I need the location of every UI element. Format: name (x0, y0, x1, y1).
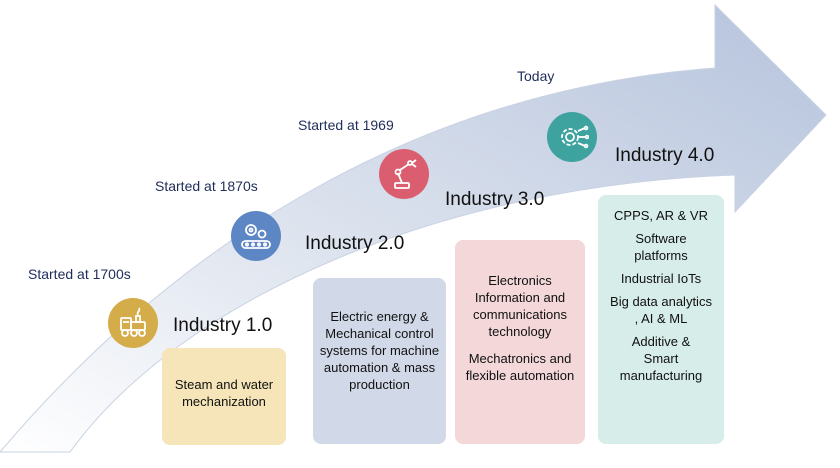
conveyor-gears-icon (241, 224, 271, 249)
stage-2-item: Electric energy & Mechanical control sys… (319, 309, 440, 392)
stage-box-4: CPPS, AR & VR Software platforms Industr… (598, 195, 724, 444)
stage-4-item-4: Big data analytics , AI & ML (610, 294, 712, 326)
stage-box-3: Electronics Information and communicatio… (455, 240, 585, 444)
start-label-2: Started at 1870s (155, 178, 258, 194)
steam-engine-icon (120, 307, 146, 337)
stage-4-item-5: Additive & Smart manufacturing (619, 334, 703, 383)
stage-4-item-1: CPPS, AR & VR (614, 208, 708, 223)
stage-4-item-2: Software platforms (634, 231, 688, 263)
industry-title-2: Industry 2.0 (305, 233, 405, 254)
stage-3-item-1: Electronics Information and communicatio… (473, 273, 567, 339)
badge-industry-2 (231, 211, 281, 261)
digital-gear-icon (561, 125, 589, 149)
start-label-3: Started at 1969 (298, 117, 394, 133)
stage-box-2: Electric energy & Mechanical control sys… (313, 278, 446, 444)
stage-box-1: Steam and water mechanization (162, 348, 286, 445)
start-label-1: Started at 1700s (28, 266, 131, 282)
badge-industry-3 (379, 149, 429, 199)
robot-arm-icon (394, 159, 417, 189)
industry-title-4: Industry 4.0 (615, 145, 715, 166)
badge-industry-1 (108, 298, 158, 348)
start-label-4: Today (517, 68, 555, 84)
stage-1-item: Steam and water mechanization (174, 377, 274, 409)
industry-title-3: Industry 3.0 (445, 189, 545, 210)
stage-3-item-2: Mechatronics and flexible automation (465, 351, 575, 383)
stage-4-item-3: Industrial IoTs (620, 271, 702, 286)
industry-title-1: Industry 1.0 (173, 315, 273, 336)
badge-industry-4 (547, 112, 597, 162)
